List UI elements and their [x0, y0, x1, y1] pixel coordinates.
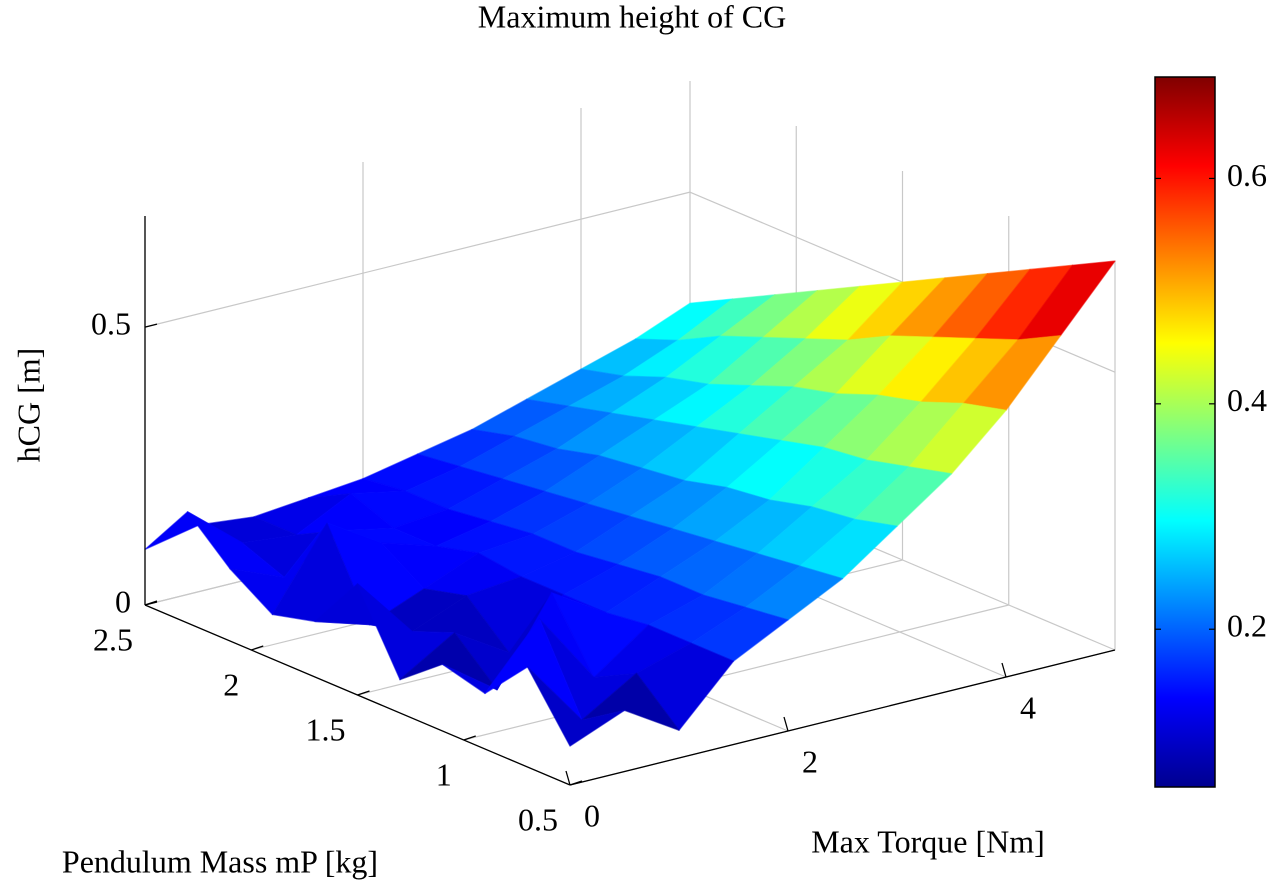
x-axis-label: Max Torque [Nm]	[811, 823, 1045, 859]
x-tick-label: 0	[584, 797, 600, 833]
z-tick-label: 0	[115, 583, 131, 619]
y-tick	[463, 735, 476, 741]
colorbar-tick-label: 0.4	[1227, 382, 1267, 418]
grid-line	[144, 191, 691, 328]
colorbar	[1154, 76, 1216, 788]
chart-title: Maximum height of CG	[478, 0, 786, 34]
z-tick-label: 0.5	[91, 305, 131, 341]
y-tick	[357, 690, 370, 696]
z-axis-label: hCG [m]	[10, 348, 46, 463]
y-tick	[569, 780, 583, 786]
y-tick-label: 2.5	[93, 621, 133, 657]
x-axis	[569, 649, 1116, 786]
x-tick-label: 4	[1020, 689, 1036, 725]
colorbar-tick-label: 0.6	[1227, 157, 1267, 193]
y-tick	[251, 645, 264, 651]
y-tick-label: 1	[436, 756, 452, 792]
surface-cell	[526, 666, 626, 747]
z-tick	[144, 323, 158, 328]
colorbar-tick-label: 0.2	[1227, 608, 1267, 644]
x-tick-label: 2	[802, 743, 818, 779]
y-tick-label: 2	[223, 666, 239, 702]
y-axis-label: Pendulum Mass mP [kg]	[62, 843, 378, 879]
x-tick	[1001, 662, 1007, 678]
x-tick	[565, 770, 571, 786]
z-tick	[144, 601, 158, 606]
y-tick-label: 1.5	[306, 711, 346, 747]
x-tick	[783, 716, 789, 732]
y-tick-label: 0.5	[518, 801, 558, 837]
